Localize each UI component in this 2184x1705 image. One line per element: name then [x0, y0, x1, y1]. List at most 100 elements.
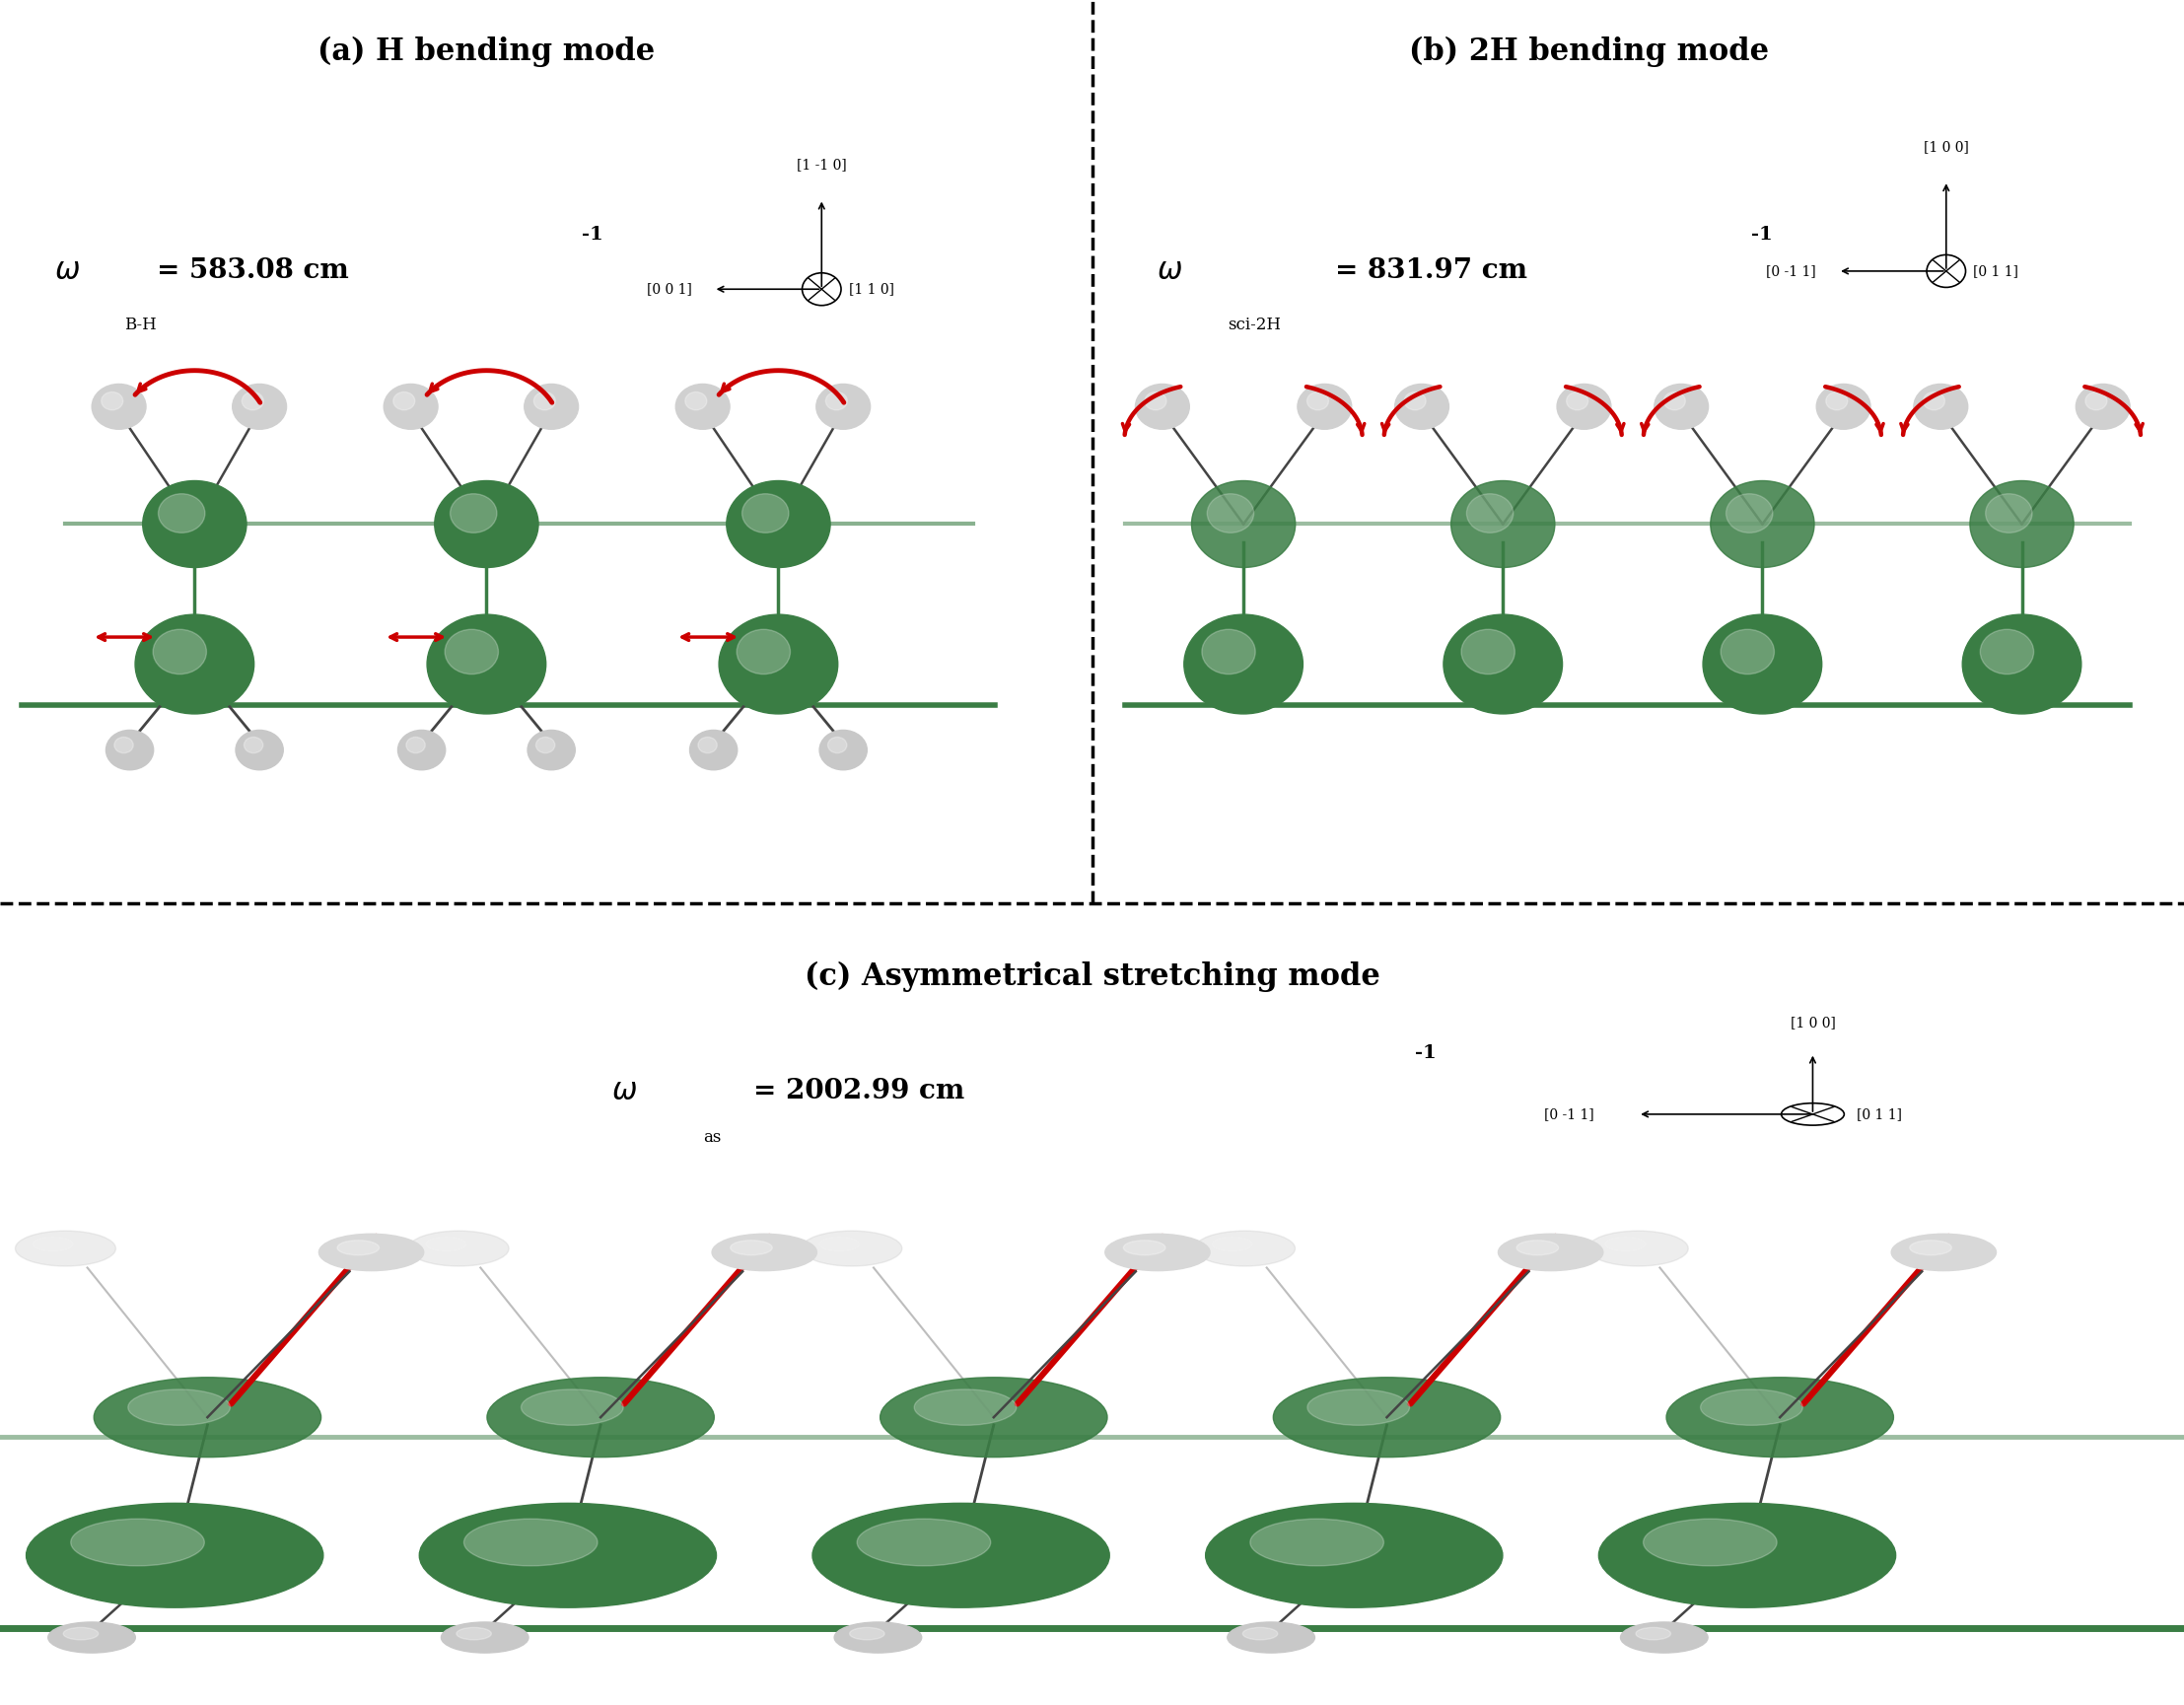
Circle shape [428, 614, 546, 714]
Circle shape [522, 1390, 622, 1425]
Text: as: as [703, 1129, 721, 1146]
Circle shape [1566, 392, 1588, 409]
Circle shape [1909, 1240, 1952, 1255]
Circle shape [880, 1378, 1107, 1458]
Text: [0 -1 1]: [0 -1 1] [1544, 1107, 1594, 1122]
Circle shape [245, 737, 262, 754]
Circle shape [1396, 384, 1448, 430]
Circle shape [686, 392, 708, 409]
Circle shape [1404, 392, 1426, 409]
Text: -1: -1 [1752, 227, 1773, 244]
Circle shape [236, 730, 284, 771]
Text: $\omega$: $\omega$ [55, 256, 81, 286]
Circle shape [1664, 392, 1686, 409]
Circle shape [1105, 1234, 1210, 1270]
Circle shape [826, 392, 847, 409]
Circle shape [727, 481, 830, 568]
Circle shape [1636, 1628, 1671, 1640]
Text: -1: -1 [581, 227, 603, 244]
Text: [0 -1 1]: [0 -1 1] [1767, 264, 1817, 278]
Circle shape [406, 737, 426, 754]
Circle shape [1461, 629, 1516, 673]
Circle shape [153, 629, 207, 673]
Circle shape [690, 730, 738, 771]
Circle shape [1308, 1390, 1409, 1425]
Circle shape [736, 629, 791, 673]
Circle shape [1306, 392, 1328, 409]
Circle shape [524, 384, 579, 430]
Circle shape [129, 1390, 229, 1425]
Circle shape [1297, 384, 1352, 430]
Circle shape [699, 737, 716, 754]
Circle shape [33, 1238, 72, 1251]
Circle shape [1642, 1519, 1778, 1565]
Circle shape [1192, 481, 1295, 568]
Circle shape [1985, 494, 2033, 532]
Circle shape [1273, 1378, 1500, 1458]
Circle shape [48, 1621, 135, 1652]
Circle shape [232, 384, 286, 430]
Circle shape [1208, 494, 1254, 532]
Text: (b) 2H bending mode: (b) 2H bending mode [1409, 36, 1769, 66]
Circle shape [1144, 392, 1166, 409]
Circle shape [336, 1240, 380, 1255]
Circle shape [92, 384, 146, 430]
Circle shape [802, 1231, 902, 1267]
Circle shape [834, 1621, 922, 1652]
Circle shape [135, 614, 253, 714]
Text: sci-2H: sci-2H [1227, 317, 1280, 334]
Circle shape [675, 384, 729, 430]
Circle shape [1184, 614, 1304, 714]
Circle shape [1621, 1621, 1708, 1652]
Circle shape [157, 494, 205, 532]
Circle shape [319, 1234, 424, 1270]
Circle shape [1725, 494, 1773, 532]
Circle shape [446, 629, 498, 673]
Circle shape [2086, 392, 2108, 409]
Circle shape [107, 730, 153, 771]
Circle shape [1516, 1240, 1559, 1255]
Circle shape [1599, 1504, 1896, 1608]
Circle shape [94, 1378, 321, 1458]
Circle shape [533, 392, 555, 409]
Circle shape [242, 392, 264, 409]
Circle shape [743, 494, 788, 532]
Circle shape [384, 384, 437, 430]
Circle shape [1704, 614, 1821, 714]
Circle shape [1201, 629, 1256, 673]
Circle shape [1701, 1390, 1802, 1425]
Circle shape [15, 1231, 116, 1267]
Text: [1 -1 0]: [1 -1 0] [797, 159, 847, 172]
Circle shape [419, 1504, 716, 1608]
Text: [0 0 1]: [0 0 1] [646, 283, 692, 297]
Circle shape [142, 481, 247, 568]
Circle shape [435, 481, 539, 568]
Text: [1 0 0]: [1 0 0] [1791, 1016, 1835, 1030]
Text: [1 0 0]: [1 0 0] [1924, 140, 1968, 153]
Circle shape [1212, 1238, 1251, 1251]
Circle shape [1666, 1378, 1894, 1458]
Text: = 831.97 cm: = 831.97 cm [1334, 257, 1527, 285]
Circle shape [1557, 384, 1612, 430]
Circle shape [1588, 1231, 1688, 1267]
Text: -1: -1 [1415, 1043, 1437, 1062]
Circle shape [1498, 1234, 1603, 1270]
Circle shape [1123, 1240, 1166, 1255]
Circle shape [1206, 1504, 1503, 1608]
Circle shape [1444, 614, 1562, 714]
Circle shape [114, 737, 133, 754]
Circle shape [63, 1628, 98, 1640]
Circle shape [70, 1519, 205, 1565]
Circle shape [819, 1238, 858, 1251]
Circle shape [26, 1504, 323, 1608]
Circle shape [1249, 1519, 1385, 1565]
Circle shape [2075, 384, 2129, 430]
Circle shape [850, 1628, 885, 1640]
Circle shape [529, 730, 574, 771]
Circle shape [1817, 384, 1870, 430]
Circle shape [1981, 629, 2033, 673]
Circle shape [1721, 629, 1773, 673]
Circle shape [397, 730, 446, 771]
Circle shape [1924, 392, 1944, 409]
Circle shape [812, 1504, 1109, 1608]
